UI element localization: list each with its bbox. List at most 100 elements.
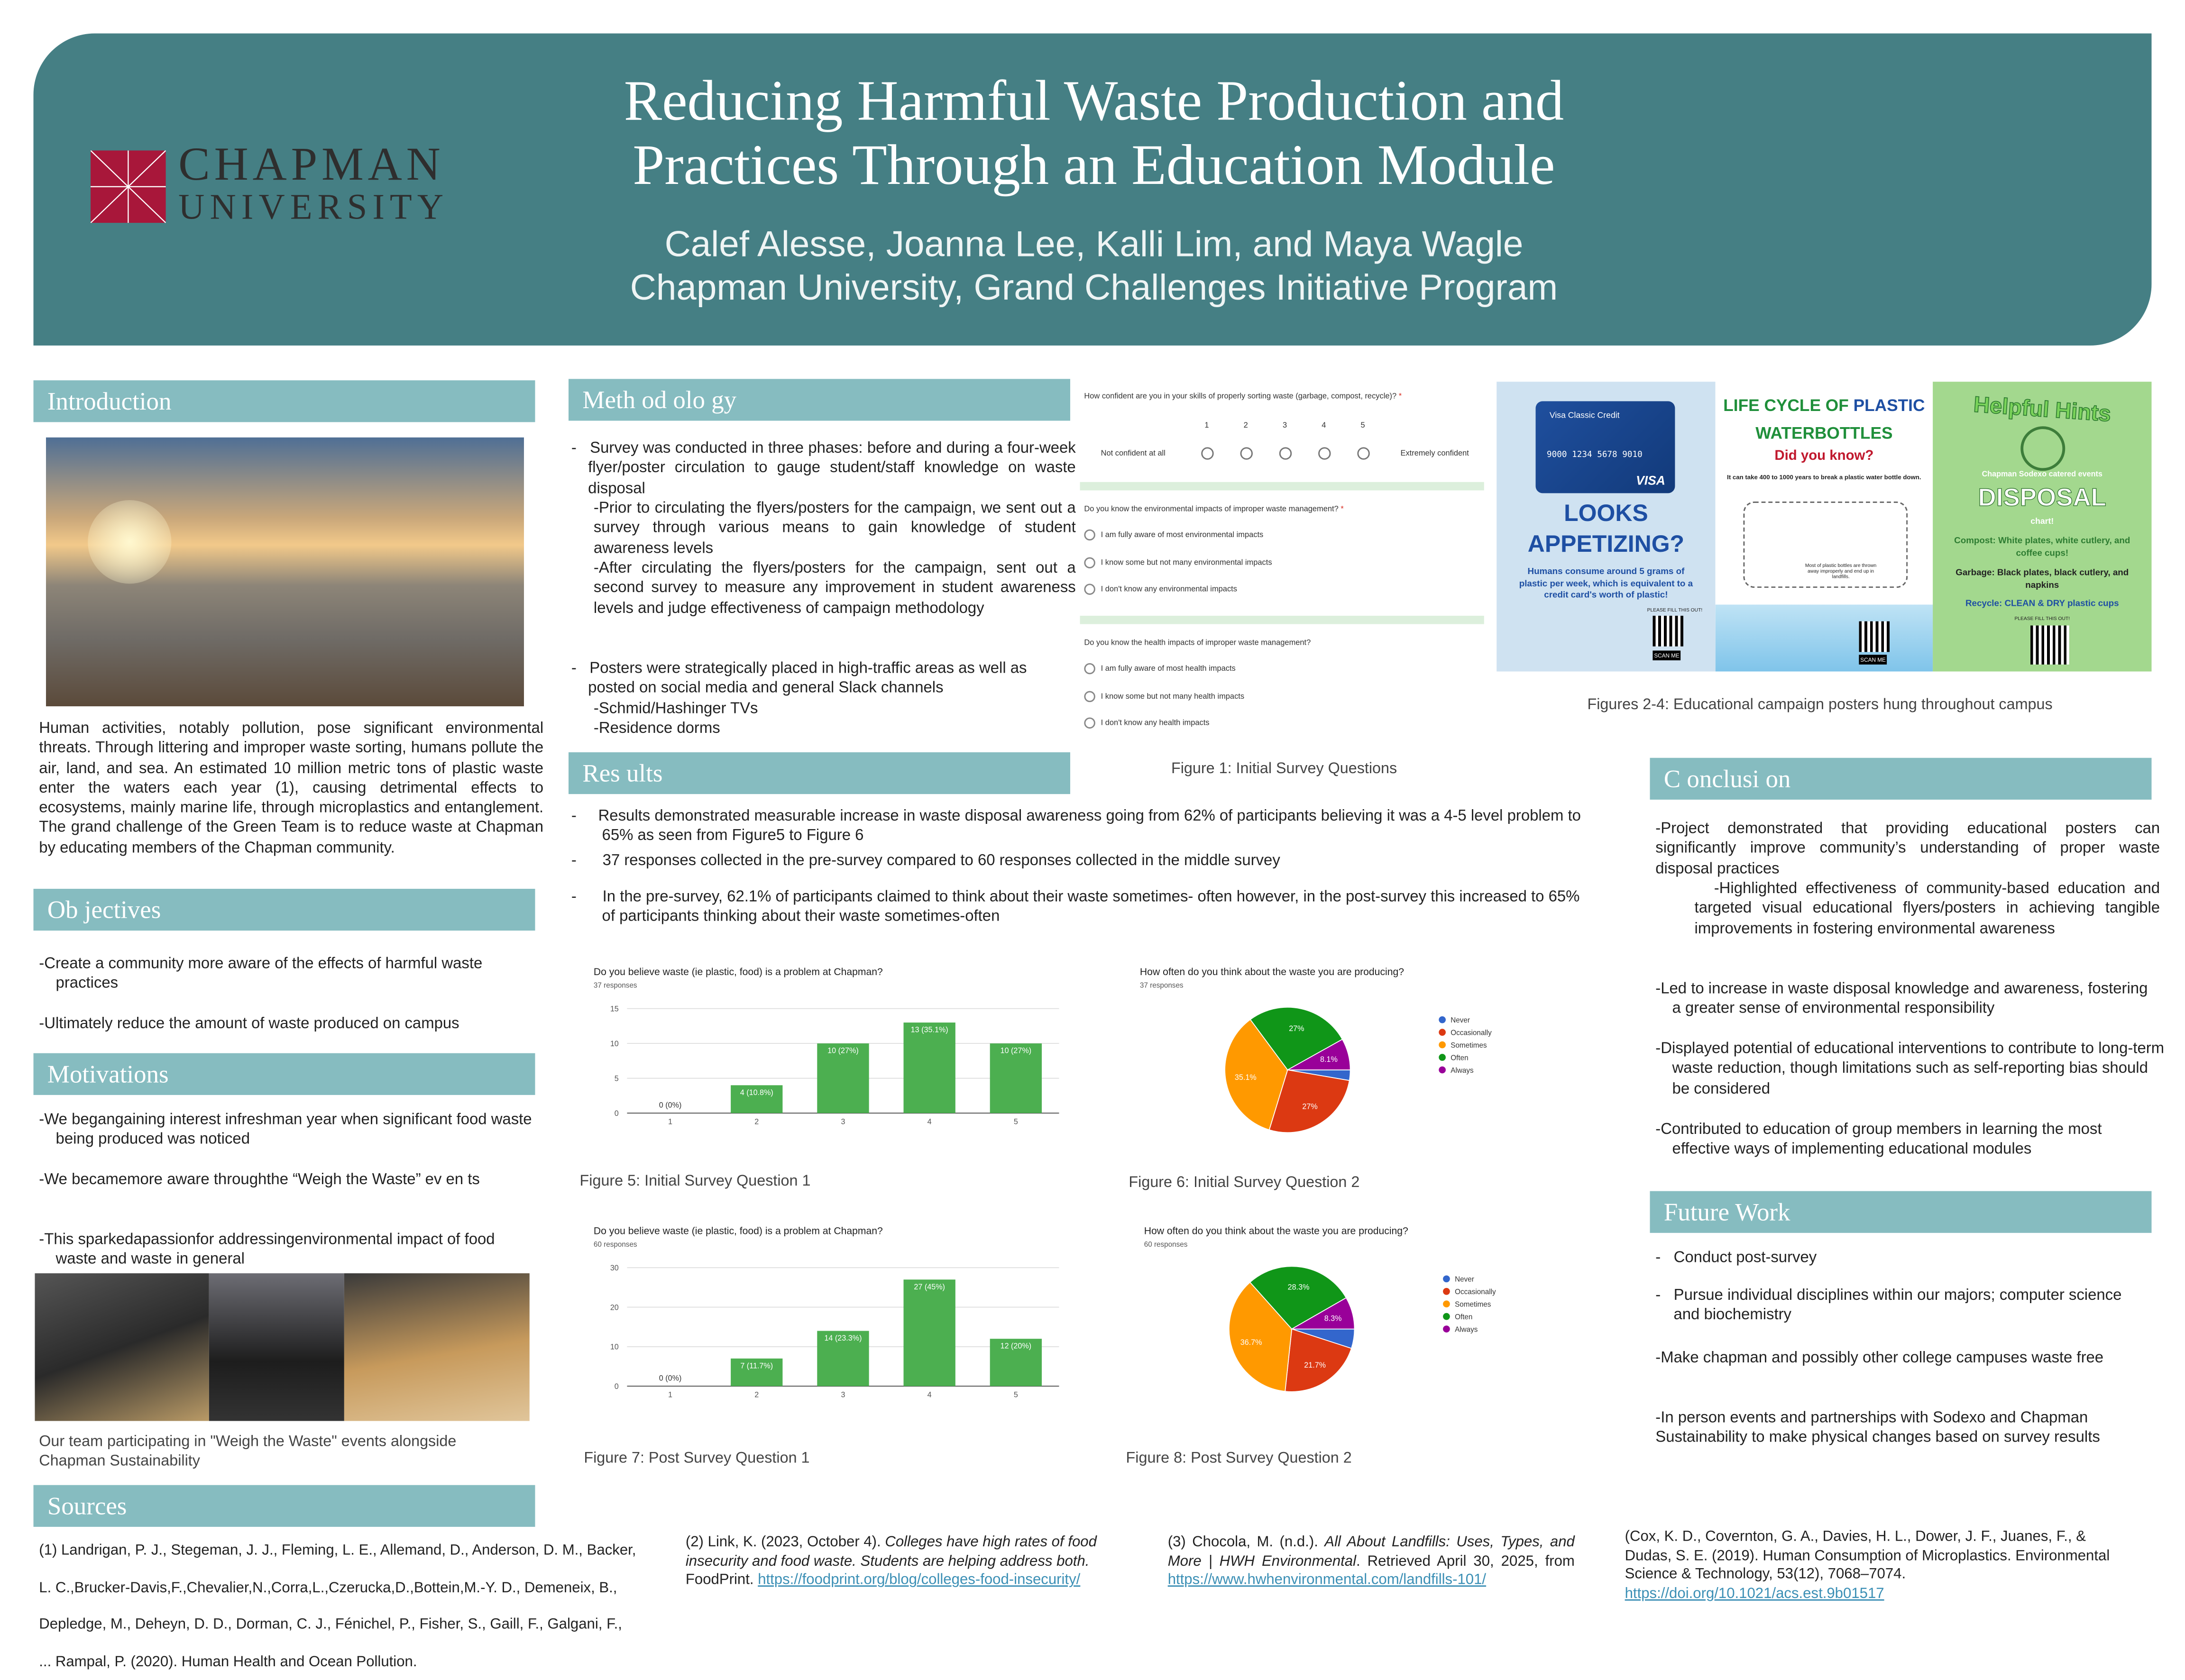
chart-title: Do you believe waste (ie plastic, food) … [594, 967, 883, 977]
result-item: - In the pre-survey, 62.1% of participan… [571, 888, 1580, 926]
radio-button [1084, 584, 1095, 595]
radio-button [1084, 690, 1095, 702]
chart-title: Do you believe waste (ie plastic, food) … [594, 1226, 883, 1237]
legend-swatch [1443, 1275, 1450, 1283]
x-tick-label: 5 [1014, 1391, 1018, 1399]
source: (Cox, K. D., Covernton, G. A., Davies, H… [1625, 1528, 2127, 1604]
source-link[interactable]: https://www.hwhenvironmental.com/landfil… [1167, 1571, 1487, 1589]
motivation: -This sparkedapassionfor addressingenvir… [39, 1231, 495, 1269]
legend-label: Never [1451, 1016, 1470, 1024]
source-text: (3) Chocola, M. (n.d.). [1167, 1534, 1325, 1551]
scale-label: 2 [1243, 422, 1248, 431]
future-item: -Make chapman and possibly other college… [1655, 1350, 2104, 1367]
landfill-photo [46, 437, 524, 706]
authors: Calef Alesse, Joanna Lee, Kalli Lim, and… [664, 223, 1524, 265]
legend-swatch [1439, 1029, 1446, 1036]
conclusion-item: -Led to increase in waste disposal knowl… [1655, 980, 2148, 1018]
legend-label: Never [1455, 1276, 1474, 1284]
bar [990, 1339, 1042, 1387]
divider [1080, 615, 1484, 624]
y-tick-label: 10 [610, 1040, 619, 1048]
form-question: Do you know the environmental impacts of… [1084, 506, 1474, 514]
source-title: All About Landfills: Uses, Types, and Mo… [1167, 1534, 1575, 1570]
option: I don't know any environmental impacts [1084, 584, 1237, 595]
value-label: 4 (10.8%) [740, 1088, 773, 1097]
legend-swatch [1439, 1066, 1446, 1074]
bar [903, 1279, 955, 1387]
poster-text: Most of plastic bottles are thrown away … [1805, 563, 1877, 580]
card-label: Visa Classic Credit [1549, 412, 1620, 421]
poster-text: Recycle: CLEAN & DRY plastic cups [1965, 599, 2119, 609]
option: I am fully aware of most health impacts [1084, 663, 1236, 675]
future-item: -In person events and partnerships with … [1655, 1410, 2100, 1447]
figure-chart: How often do you think about the waste y… [1140, 967, 1492, 1133]
scale-point: 5 [1354, 422, 1371, 460]
result-text: In the pre-survey, 62.1% of participants… [602, 888, 1580, 926]
poster: Visa Classic Credit 9000 1234 5678 9010 … [1496, 382, 1716, 672]
logo-mark [91, 150, 166, 223]
conclusion-item: -Project demonstrated that providing edu… [1655, 820, 2160, 877]
conclusion-item: -Highlighted effectiveness of community-… [1694, 880, 2160, 937]
caption: Our team participating in "Weigh the Was… [39, 1433, 457, 1470]
radio-button [1356, 447, 1369, 460]
x-tick-label: 4 [927, 1118, 932, 1126]
motivation: -We begangaining interest infreshman yea… [39, 1112, 532, 1149]
poster-headline: DISPOSAL [1978, 483, 2107, 511]
poster: CHAPMAN UNIVERSITY Reducing Harmful Wast… [33, 33, 2164, 1670]
y-tick-label: 0 [615, 1382, 619, 1391]
method-item: -Prior to circulating the flyers/posters… [593, 500, 1076, 557]
scale-label: 4 [1322, 422, 1326, 431]
radio-button [1084, 717, 1095, 729]
value-label: 10 (27%) [1001, 1047, 1032, 1055]
legend-label: Sometimes [1451, 1041, 1487, 1050]
scale-point: 3 [1276, 422, 1293, 460]
figure-chart: Do you believe waste (ie plastic, food) … [594, 1226, 1059, 1399]
option: I know some but not many health impacts [1084, 690, 1244, 702]
affiliation: Chapman University, Grand Challenges Ini… [630, 266, 1558, 308]
source-text: (2) Link, K. (2023, October 4). [685, 1534, 885, 1551]
legend-swatch [1439, 1054, 1446, 1061]
value-label: 8.3% [1324, 1314, 1342, 1323]
source-link[interactable]: https://foodprint.org/blog/colleges-food… [758, 1571, 1081, 1589]
y-tick-label: 20 [610, 1303, 619, 1312]
scale-point: 1 [1198, 422, 1215, 460]
caption: Figure 6: Initial Survey Question 2 [1129, 1174, 1360, 1191]
legend-label: Often [1455, 1313, 1472, 1321]
qr-code [1653, 615, 1684, 647]
source-text: . Retrieved April 30, 2025, from [1356, 1552, 1575, 1570]
legend-swatch [1443, 1300, 1450, 1308]
method-item: -Schmid/Hashinger TVs [593, 701, 758, 718]
method-item: -After circulating the flyers/posters fo… [593, 560, 1076, 617]
result-item: - Results demonstrated measurable increa… [571, 808, 1581, 845]
title: Practices Through an Education Module [633, 132, 1555, 197]
lifecycle-diagram [1743, 501, 1908, 588]
section-heading: C onclusi on [1650, 758, 2152, 800]
bar [990, 1043, 1042, 1114]
x-tick-label: 4 [927, 1391, 932, 1399]
bar [731, 1085, 783, 1114]
x-tick-label: 5 [1014, 1118, 1018, 1126]
radio-button [1084, 557, 1095, 568]
chart-subtitle: 37 responses [1140, 982, 1184, 990]
caption: Figures 2-4: Educational campaign poster… [1587, 696, 2053, 713]
pie-slice [1249, 1006, 1343, 1071]
poster-sub: Did you know? [1774, 448, 1874, 464]
source-text: FoodPrint. [685, 1571, 754, 1589]
radio-button [1278, 447, 1291, 460]
page: Poster { "header": {"logo_top": "CHAPMAN… [33, 33, 2165, 1670]
caption: Figure 7: Post Survey Question 1 [584, 1450, 810, 1467]
poster-sub: Chapman Sodexo catered events [1982, 471, 2102, 479]
caption: Figure 1: Initial Survey Questions [1171, 760, 1397, 777]
radio-button [1239, 447, 1252, 460]
source-link[interactable]: https://doi.org/10.1021/acs.est.9b01517 [1625, 1584, 1884, 1602]
value-label: 27% [1289, 1024, 1304, 1033]
intro-text: Human activities, notably pollution, pos… [39, 720, 544, 857]
future-item: - Conduct post-survey [1655, 1250, 1817, 1267]
section-heading: Meth od olo gy [569, 379, 1070, 421]
legend-label: Always [1455, 1325, 1478, 1333]
value-label: 36.7% [1240, 1338, 1262, 1347]
source-title: Colleges have high rates of food insecur… [685, 1534, 1097, 1570]
y-tick-label: 15 [610, 1005, 619, 1013]
bar [731, 1358, 783, 1387]
legend-swatch [1439, 1016, 1446, 1023]
